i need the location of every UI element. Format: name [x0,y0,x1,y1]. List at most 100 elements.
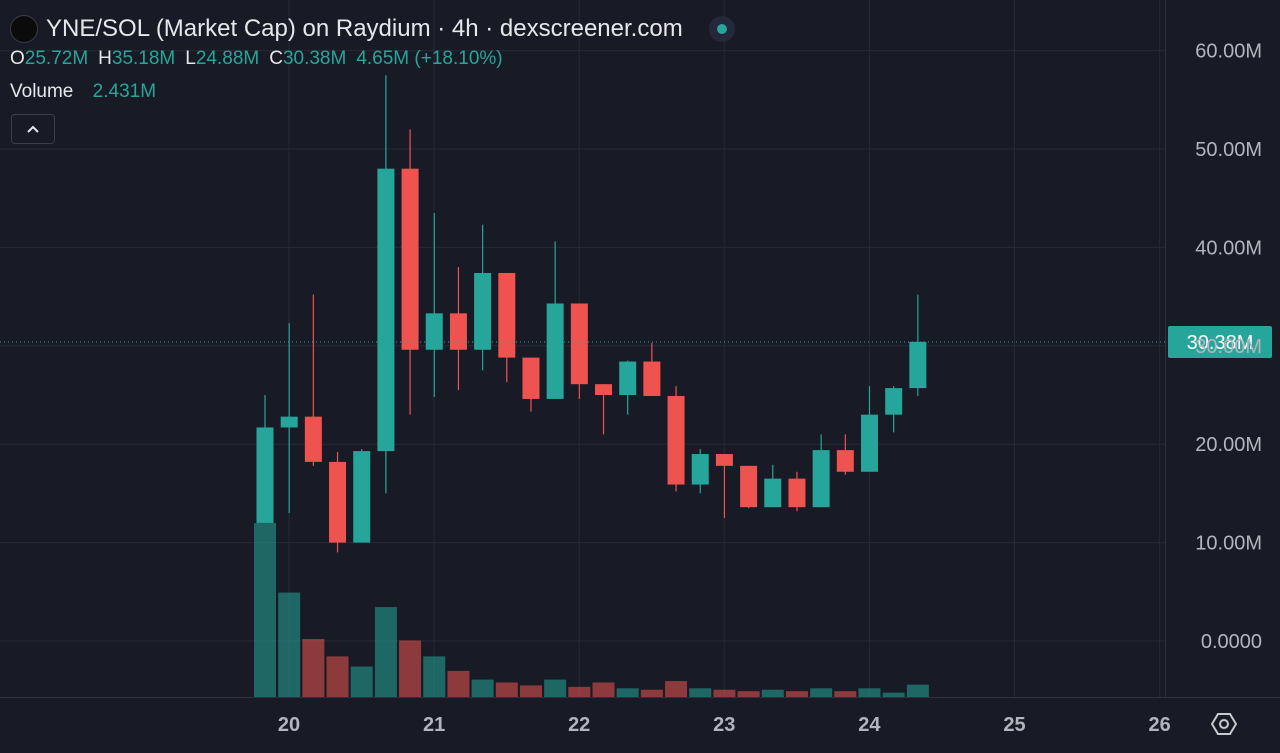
volume-bar [350,666,373,697]
low-value: 24.88M [195,48,260,69]
candle-body [836,450,854,472]
candle-body [304,416,322,462]
candle [740,465,758,509]
volume-bar [785,691,808,697]
candle-body [740,465,758,508]
candle [909,294,927,396]
candle-body [691,454,709,485]
candle [667,386,685,492]
volume-bar [810,688,833,697]
chart-settings-button[interactable] [1208,708,1240,740]
time-axis-label: 20 [278,714,300,736]
last-price-label: 30.38M [1187,332,1254,354]
open-value: 25.72M [24,48,89,69]
price-axis-label: 50.00M [1195,139,1262,161]
candle-body [377,168,395,452]
collapse-legend-button[interactable] [11,114,55,144]
high-label: H [98,48,112,69]
price-axis-label: 30.00M [1195,336,1262,358]
price-axis[interactable]: 60.00M 50.00M 40.00M 30.00M 20.00M 10.00M 0.00… [1195,41,1262,653]
volume-bar [858,688,881,697]
volume-bar [423,656,446,697]
candle [329,452,347,553]
volume-bar [834,691,857,697]
volume-bar [616,688,639,697]
candle [401,129,419,415]
volume-bar [761,689,784,697]
candle-body [715,454,733,466]
candle-body [667,395,685,485]
volume-bar [640,689,663,697]
gear-hexagon-icon [1211,713,1237,735]
candle-body [546,303,564,399]
volume-bar [544,679,567,697]
candle [304,294,322,466]
candle [595,384,613,435]
volume-bar [326,656,349,697]
candle [498,272,516,383]
close-label: C [269,48,283,69]
candle [643,342,661,396]
candle [788,471,806,512]
price-axis-label: 10.00M [1195,533,1262,555]
candle [256,395,274,523]
time-axis[interactable]: 20 21 22 23 24 25 26 [278,714,1171,736]
candle-body [329,461,347,543]
volume-bar [519,685,542,697]
candle-body [522,357,540,399]
price-axis-label: 60.00M [1195,41,1262,63]
candle-body [885,388,903,415]
time-axis-label: 21 [423,714,445,736]
volume-bar [471,679,494,697]
volume-bar [713,689,736,697]
volume-bar [278,592,301,697]
volume-bar [689,688,712,697]
candle-body [256,427,274,523]
candle [691,449,709,494]
volume-legend: Volume 2.431M [10,81,156,103]
chart-grid [0,0,1280,698]
candle-body [619,361,637,395]
candle-body [353,451,371,543]
price-candles [256,75,927,553]
candle [812,434,830,508]
price-axis-label: 40.00M [1195,237,1262,259]
candle [764,464,782,508]
time-axis-label: 23 [713,714,735,736]
chart-title: YNE/SOL (Market Cap) on Raydium · 4h · d… [46,15,683,42]
candle [885,386,903,433]
candle-body [764,478,782,508]
candle [377,75,395,494]
high-value: 35.18M [111,48,176,69]
time-axis-label: 26 [1148,714,1170,736]
volume-bar [882,692,905,697]
time-axis-label: 24 [858,714,881,736]
candle [546,241,564,399]
volume-bar [592,682,615,697]
price-axis-label: 20.00M [1195,434,1262,456]
price-axis-label: 0.0000 [1201,631,1262,653]
volume-value: 2.431M [92,81,157,102]
candle-body [570,303,588,385]
candle [449,267,467,391]
chevron-up-icon [27,125,39,133]
time-axis-label: 25 [1003,714,1025,736]
volume-bar [906,684,929,697]
volume-bar [737,691,760,697]
candle [836,434,854,475]
last-price-tag [1168,326,1272,359]
volume-bar [374,607,397,697]
candle-body [280,416,298,428]
token-logo-icon [10,15,38,43]
volume-label: Volume [10,81,74,102]
candle-body [425,313,443,350]
candle-body [788,478,806,508]
candle-body [595,384,613,395]
candle-body [861,414,878,472]
chart-title-row: YNE/SOL (Market Cap) on Raydium · 4h · d… [10,14,735,44]
volume-bar [665,681,688,697]
candle-body [909,341,927,389]
candle-body [643,361,661,396]
close-value: 30.38M [282,48,347,69]
